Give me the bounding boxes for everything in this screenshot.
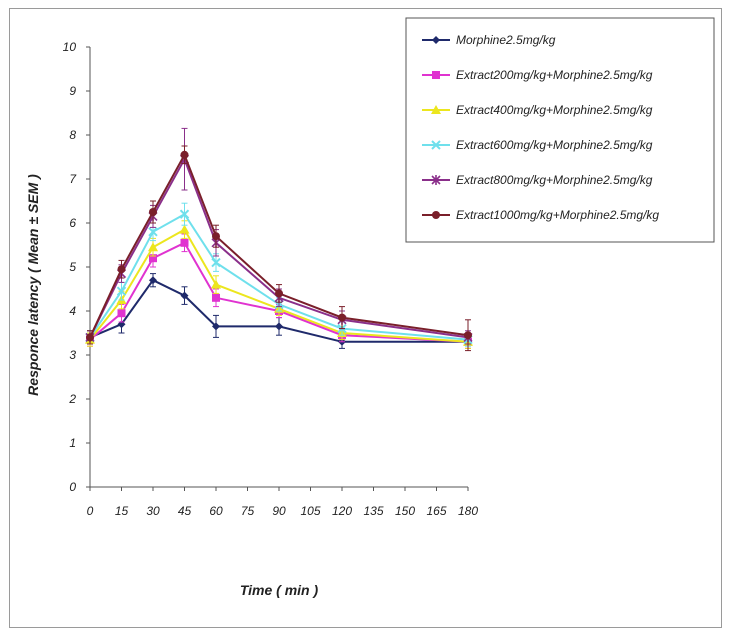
x-tick-label: 0 [87, 504, 94, 518]
data-point [432, 36, 440, 44]
data-point [180, 291, 189, 300]
legend-item: Extract600mg/kg+Morphine2.5mg/kg [422, 138, 653, 152]
data-point [116, 286, 127, 296]
legend-label: Extract600mg/kg+Morphine2.5mg/kg [456, 138, 653, 152]
legend-item: Morphine2.5mg/kg [422, 33, 556, 47]
legend-item: Extract1000mg/kg+Morphine2.5mg/kg [422, 208, 659, 222]
x-tick-label: 150 [395, 504, 415, 518]
y-tick-label: 9 [69, 84, 76, 98]
data-point [148, 227, 158, 237]
legend-item: Extract800mg/kg+Morphine2.5mg/kg [422, 173, 653, 187]
data-point [211, 257, 221, 268]
legend-label: Extract1000mg/kg+Morphine2.5mg/kg [456, 208, 659, 222]
data-point [148, 242, 158, 252]
y-tick-label: 8 [69, 128, 76, 142]
y-tick-label: 3 [69, 348, 76, 362]
legend-item: Extract200mg/kg+Morphine2.5mg/kg [422, 68, 653, 82]
data-point [432, 211, 440, 219]
data-point [86, 333, 94, 342]
y-tick-label: 6 [69, 216, 76, 230]
data-point [212, 232, 220, 241]
x-tick-label: 45 [178, 504, 192, 518]
x-axis-title: Time ( min ) [240, 582, 319, 598]
data-point [212, 322, 220, 331]
series-line [89, 156, 469, 339]
data-point [464, 331, 472, 340]
series-line [89, 152, 469, 338]
legend-item: Extract400mg/kg+Morphine2.5mg/kg [422, 103, 653, 117]
legend-label: Extract400mg/kg+Morphine2.5mg/kg [456, 103, 653, 117]
x-tick-label: 15 [115, 504, 129, 518]
y-tick-label: 0 [69, 480, 76, 494]
data-point [149, 254, 157, 263]
plot-series [85, 127, 473, 352]
data-point [180, 238, 189, 247]
y-tick-label: 1 [69, 436, 76, 450]
y-tick-label: 4 [69, 304, 76, 318]
data-point [275, 289, 283, 298]
series-6 [86, 145, 472, 352]
series-line [89, 241, 469, 343]
x-tick-label: 165 [426, 504, 446, 518]
x-tick-label: 135 [363, 504, 383, 518]
legend-box [405, 17, 715, 243]
y-tick-label: 7 [69, 172, 77, 186]
x-tick-label: 105 [300, 504, 320, 518]
chart-frame: 0 1 2 3 4 5 6 7 8 9 10 0 15 30 45 60 75 90 105 120 135 150 165… [9, 8, 722, 628]
x-tick-label: 75 [241, 504, 255, 518]
data-point [432, 71, 440, 79]
data-point [179, 209, 190, 219]
x-tick-label: 30 [146, 504, 160, 518]
data-point [211, 279, 221, 289]
y-tick-label: 5 [69, 260, 76, 274]
series-line [89, 228, 469, 343]
legend-label: Morphine2.5mg/kg [456, 33, 556, 47]
y-tick-label: 2 [68, 392, 76, 406]
data-point [179, 224, 190, 234]
data-point [149, 208, 157, 216]
data-point [431, 140, 441, 150]
legend-label: Extract200mg/kg+Morphine2.5mg/kg [456, 68, 653, 82]
data-point [431, 105, 441, 114]
data-point [212, 293, 220, 302]
x-tick-label: 90 [272, 504, 286, 518]
legend-label: Extract800mg/kg+Morphine2.5mg/kg [456, 173, 653, 187]
series-line [89, 212, 469, 341]
data-point [117, 309, 126, 318]
legend: Morphine2.5mg/kg Extract200mg/kg+Morphine… [405, 17, 715, 243]
series-line [89, 278, 468, 343]
x-tick-label: 60 [209, 504, 223, 518]
y-axis-title: Responce latency ( Mean ± SEM ) [25, 174, 41, 396]
data-point [338, 313, 346, 322]
y-tick-label: 10 [63, 40, 77, 54]
data-point [275, 322, 283, 331]
data-point [180, 150, 189, 159]
data-point [431, 175, 441, 185]
data-point [149, 276, 157, 285]
data-point [117, 265, 126, 274]
x-tick-label: 120 [332, 504, 352, 518]
x-tick-label: 180 [458, 504, 478, 518]
